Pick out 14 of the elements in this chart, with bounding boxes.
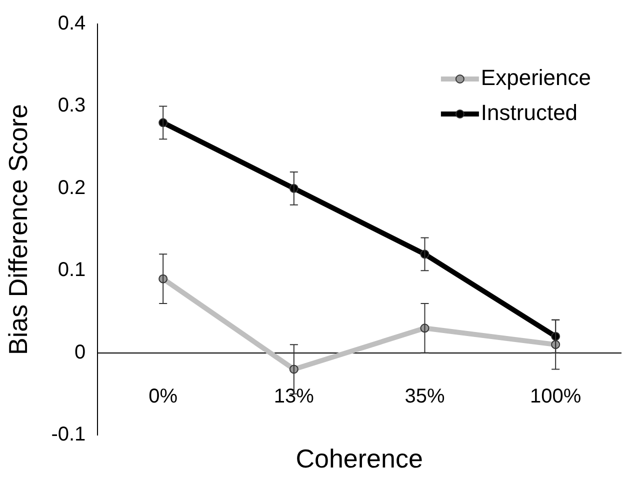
- y-tick-label: 0.2: [58, 176, 86, 199]
- x-tick-label: 0%: [148, 385, 178, 408]
- x-tick-label: 35%: [404, 385, 445, 408]
- x-axis-title: Coherence: [296, 444, 423, 474]
- y-tick-label: 0.4: [58, 12, 86, 35]
- y-tick-label: 0: [74, 341, 86, 364]
- legend-label: Experience: [480, 65, 592, 90]
- y-tick-label: -0.1: [51, 424, 86, 446]
- x-tick-label: 100%: [530, 385, 582, 408]
- y-axis-title: Bias Difference Score: [2, 104, 33, 355]
- y-tick-label: 0.1: [58, 259, 86, 282]
- y-tick-label: 0.3: [58, 94, 86, 117]
- legend-label: Instructed: [480, 100, 578, 126]
- x-tick-label: 13%: [274, 385, 314, 408]
